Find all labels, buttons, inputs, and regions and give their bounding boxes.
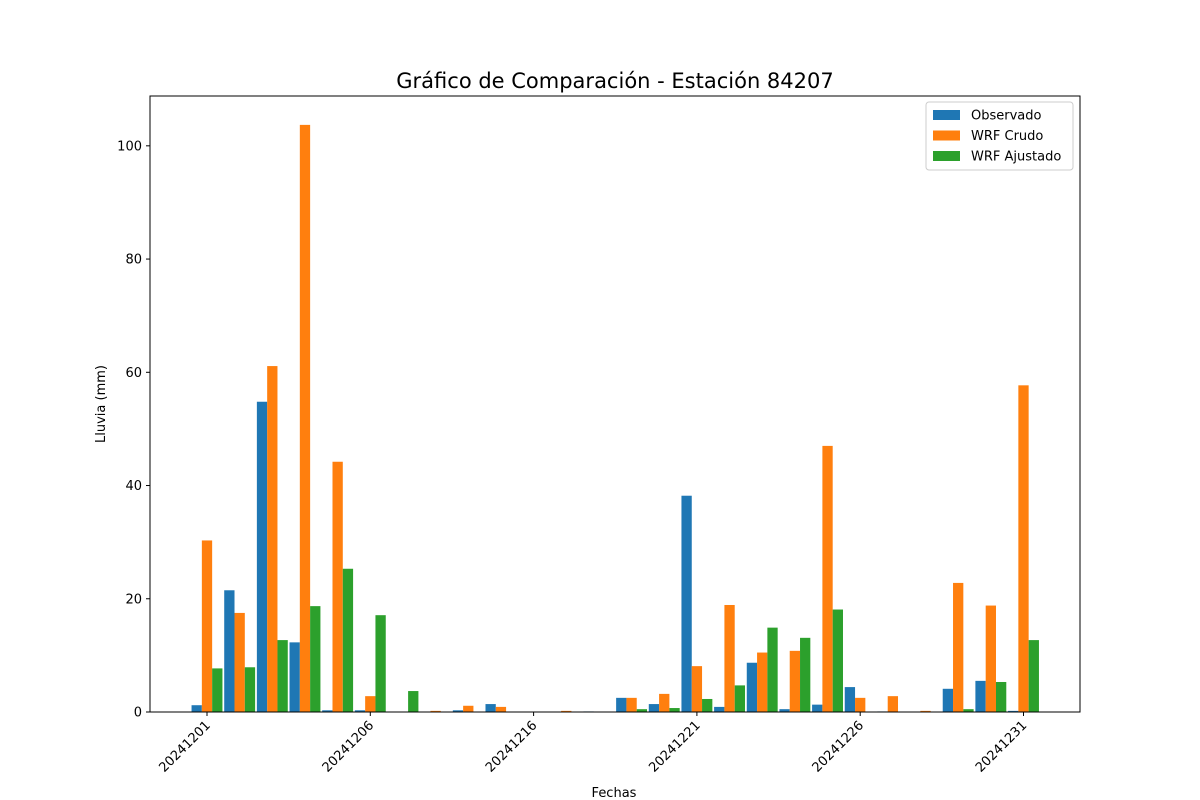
bar-observado-20241225 [975,680,986,712]
bar-observado-20241204 [289,642,300,712]
y-tick-label: 20 [125,592,142,607]
bar-wrf-ajustado-20241215 [669,708,680,712]
bar-observado-20241210 [485,704,496,712]
bar-wrf-crudo-20241216 [691,666,703,712]
bar-wrf-ajustado-20241216 [702,698,713,712]
legend-label: WRF Ajustado [971,150,1061,165]
bar-wrf-crudo-20241208 [430,710,441,712]
bar-wrf-crudo-20241219 [789,650,801,712]
y-tick-label: 0 [134,706,142,721]
bar-wrf-crudo-20241224 [953,582,964,712]
legend: Observado WRF Crudo WRF Ajustado [925,101,1074,171]
bar-wrf-ajustado-20241203 [277,640,288,712]
bar-observado-20241219 [779,709,790,712]
bars-layer [191,124,1039,713]
x-tick-label: 20241201 [156,718,213,775]
bar-wrf-ajustado-20241225 [995,681,1007,712]
bar-wrf-crudo-20241215 [659,693,670,712]
bar-observado-20241220 [812,704,823,712]
bar-wrf-crudo-20241212 [561,710,572,712]
bar-wrf-ajustado-20241207 [408,691,419,712]
bar-wrf-crudo-20241209 [463,705,474,712]
bar-wrf-crudo-20241217 [724,604,735,712]
x-axis-label: Fechas [592,786,637,800]
bar-wrf-ajustado-20241219 [800,637,811,712]
legend-swatch [933,151,960,161]
bar-wrf-crudo-20241206 [365,696,376,712]
bar-wrf-crudo-20241223 [920,710,931,712]
bar-wrf-crudo-20241220 [822,445,833,712]
legend-swatch [933,130,960,141]
bar-observado-20241203 [256,401,268,712]
bar-observado-20241205 [322,710,333,712]
bar-observado-20241214 [616,697,627,712]
bar-observado-20241224 [942,688,954,712]
x-tick-label: 20241216 [483,718,540,775]
y-axis-label: Lluvia (mm) [94,365,109,443]
x-axis: 20241201 20241206 20241216 20241221 20241226… [156,712,1030,776]
legend-swatch [933,110,960,120]
bar-wrf-ajustado-20241226 [1028,640,1039,712]
y-tick-label: 40 [125,479,142,494]
bar-wrf-ajustado-20241217 [734,685,746,712]
bar-observado-20241206 [354,710,366,712]
bar-wrf-crudo-20241225 [985,605,996,712]
bar-wrf-crudo-20241210 [495,706,507,712]
bar-wrf-ajustado-20241218 [767,627,778,712]
bar-wrf-crudo-20241222 [887,696,899,712]
y-tick-label: 100 [117,139,142,154]
y-tick-label: 80 [125,253,142,268]
bar-wrf-crudo-20241204 [299,124,311,713]
bar-wrf-crudo-20241214 [626,697,637,712]
bar-wrf-ajustado-20241201 [212,668,223,712]
legend-box [925,101,1074,171]
bar-observado-20241202 [224,590,235,712]
bar-observado-20241218 [746,662,758,712]
bar-wrf-ajustado-20241206 [375,615,386,712]
bar-wrf-crudo-20241218 [757,652,768,712]
x-tick-label: 20241226 [810,718,867,775]
bar-wrf-crudo-20241226 [1018,385,1029,712]
bar-observado-20241216 [681,495,692,712]
bar-observado-20241226 [1008,710,1019,712]
bar-wrf-ajustado-20241220 [832,609,843,712]
bar-observado-20241209 [452,710,464,712]
bar-wrf-crudo-20241221 [855,697,866,712]
bar-wrf-ajustado-20241224 [963,709,974,712]
bar-wrf-ajustado-20241205 [342,568,354,712]
bar-wrf-ajustado-20241214 [636,709,648,712]
bar-wrf-crudo-20241205 [332,461,343,712]
legend-label: WRF Crudo [971,129,1043,144]
bar-wrf-ajustado-20241204 [310,606,321,713]
plot-frame [149,95,1081,713]
bar-wrf-crudo-20241203 [267,366,278,712]
y-tick-label: 60 [125,366,142,381]
bar-observado-20241201 [191,705,202,712]
bar-observado-20241221 [844,687,856,712]
bar-wrf-ajustado-20241202 [244,667,256,712]
bar-observado-20241215 [648,704,660,712]
y-axis: 0 20 40 60 80 100 [117,139,150,721]
x-tick-label: 20241231 [973,718,1030,775]
bar-wrf-crudo-20241201 [201,540,213,712]
bar-wrf-crudo-20241202 [234,612,245,712]
x-tick-label: 20241206 [320,718,377,775]
x-tick-label: 20241221 [646,718,703,775]
bar-observado-20241217 [714,706,725,712]
chart-title: Gráfico de Comparación - Estación 84207 [396,69,833,93]
legend-label: Observado [971,109,1042,124]
